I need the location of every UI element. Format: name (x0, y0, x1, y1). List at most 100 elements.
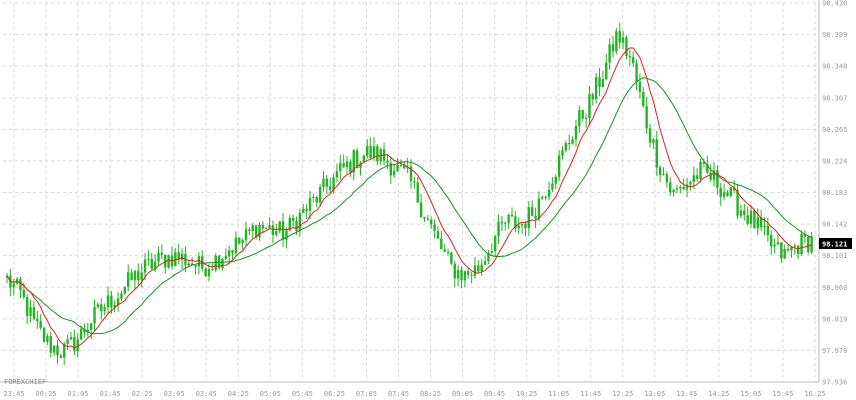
candle-body (312, 196, 315, 198)
candle-body (467, 271, 470, 275)
candle-body (110, 295, 113, 308)
candle-body (39, 321, 42, 328)
candle-body (127, 272, 130, 287)
candle-body (261, 225, 265, 229)
candle-body (450, 252, 453, 264)
candle-body (436, 231, 440, 239)
candle-body (268, 225, 271, 228)
candle-body (160, 252, 164, 255)
candle-body (601, 79, 605, 88)
candle-body (790, 247, 793, 251)
candle-body (658, 167, 662, 176)
candle-body (749, 210, 753, 224)
candle-body (517, 225, 520, 229)
candle-body (568, 143, 571, 145)
y-tick-label: 98.307 (822, 94, 847, 102)
candle-body (780, 242, 783, 259)
candle-body (716, 170, 719, 188)
candle-body (736, 190, 739, 216)
candle-body (288, 217, 291, 231)
y-tick-label: 97.936 (822, 379, 847, 387)
candle-body (605, 62, 608, 80)
y-tick-label: 98.348 (822, 63, 847, 71)
candle-body (366, 145, 369, 156)
candle-body (756, 217, 759, 229)
candle-body (551, 183, 554, 190)
candle-body (298, 212, 302, 231)
x-tick-label: 13:05 (644, 390, 665, 398)
chart-frame (0, 0, 820, 383)
candle-body (69, 337, 73, 340)
candle-body (722, 192, 726, 197)
candle-body (689, 181, 692, 185)
x-tick-label: 09:45 (484, 390, 505, 398)
candle-body (100, 304, 103, 312)
candle-body (359, 162, 362, 168)
candle-body (433, 224, 436, 232)
y-tick-label: 98.389 (822, 31, 847, 39)
candle-body (759, 217, 763, 228)
candle-body (712, 170, 716, 180)
candle-body (770, 235, 773, 247)
candle-body (557, 155, 561, 178)
grid (3, 2, 819, 383)
candle-body (194, 264, 197, 267)
current-price-tag-bg (819, 238, 852, 249)
x-tick-label: 15:05 (740, 390, 761, 398)
candle-body (692, 175, 695, 182)
candle-body (564, 143, 568, 151)
candle-body (214, 255, 217, 270)
candle-body (143, 259, 147, 273)
y-tick-label: 98.430 (822, 0, 847, 8)
candle-body (537, 198, 541, 219)
x-tick-label: 00:25 (36, 390, 57, 398)
x-tick-label: 14:25 (708, 390, 729, 398)
candle-body (197, 256, 201, 267)
candle-body (440, 238, 443, 250)
candle-body (675, 188, 679, 190)
candle-body (349, 161, 352, 173)
candle-body (59, 355, 63, 358)
candle-body (63, 344, 66, 358)
candle-body (746, 215, 749, 224)
candle-body (32, 307, 36, 319)
candle-body (470, 274, 473, 276)
x-tick-label: 04:25 (228, 390, 249, 398)
candle-body (396, 164, 399, 171)
candle-body (150, 258, 153, 269)
candle-body (520, 223, 524, 226)
candle-body (180, 253, 184, 260)
candle-body (621, 37, 625, 43)
candle-body (588, 94, 591, 119)
candle-body (510, 214, 514, 217)
x-tick-label: 23:45 (3, 390, 24, 398)
candle-body (228, 250, 231, 257)
candle-body (291, 217, 295, 222)
candle-body (379, 149, 382, 162)
y-tick-label: 98.060 (822, 284, 847, 292)
candle-body (275, 231, 278, 235)
candle-body (413, 181, 416, 183)
candle-body (477, 265, 480, 272)
candle-body (527, 207, 531, 229)
candle-body (743, 210, 746, 216)
candle-body (204, 268, 207, 277)
candle-body (807, 236, 810, 253)
candle-body (514, 216, 517, 229)
candle-body (93, 307, 96, 324)
candle-body (244, 229, 248, 241)
y-tick-label: 98.183 (822, 189, 847, 197)
candle-body (524, 223, 527, 229)
candle-body (224, 256, 228, 259)
candle-body (251, 225, 254, 231)
candle-body (318, 187, 322, 203)
x-axis-ticks: 23:45 00:25 01:05 01:45 02:25 03:05 03:45 04:25… (3, 390, 825, 398)
candle-body (480, 264, 483, 272)
candle-body (157, 252, 160, 262)
candle-body (295, 221, 298, 231)
candle-body (497, 221, 500, 237)
candle-body (254, 225, 258, 238)
candle-body (392, 170, 396, 176)
candle-body (456, 270, 460, 279)
x-tick-label: 01:45 (100, 390, 121, 398)
